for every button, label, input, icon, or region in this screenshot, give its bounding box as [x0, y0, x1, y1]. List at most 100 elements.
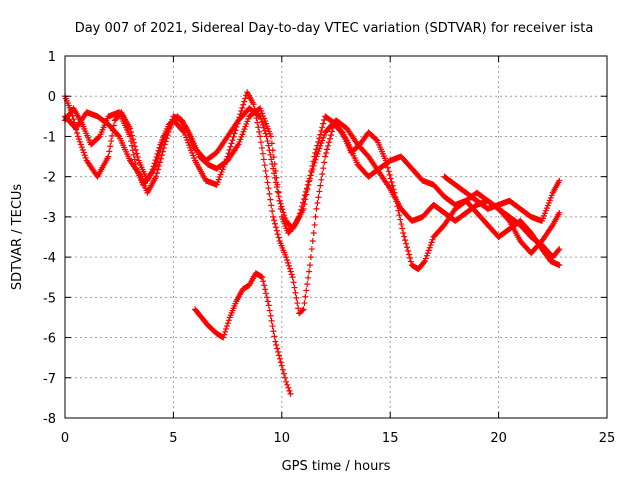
data-point [128, 142, 135, 149]
data-point [131, 156, 138, 163]
data-point [320, 120, 327, 127]
data-point [151, 160, 158, 167]
data-point [156, 144, 163, 151]
data-point [269, 161, 276, 168]
data-point [300, 306, 307, 313]
data-point [310, 229, 317, 236]
data-point [283, 254, 290, 261]
data-point [400, 229, 407, 236]
data-point [383, 161, 390, 168]
data-point [127, 133, 134, 140]
data-point [277, 359, 284, 366]
data-point [556, 177, 563, 184]
data-point [405, 251, 412, 258]
data-point [130, 151, 137, 158]
data-point [71, 119, 78, 126]
data-point [318, 140, 325, 147]
data-point [384, 164, 391, 171]
series-track-5 [441, 173, 563, 224]
data-point [396, 212, 403, 219]
x-tick-label: 5 [169, 431, 177, 446]
data-point [261, 282, 268, 289]
data-point [276, 197, 283, 204]
data-point [311, 159, 318, 166]
data-point [282, 215, 289, 222]
data-point [149, 166, 156, 173]
series-track-4 [192, 270, 294, 397]
y-tick-label: -8 [43, 412, 56, 427]
data-point [306, 268, 313, 275]
data-point [424, 250, 431, 257]
series-track-1 [62, 105, 563, 261]
data-point [182, 124, 189, 131]
data-point [308, 246, 315, 253]
x-axis-label: GPS time / hours [282, 459, 391, 474]
data-point [274, 188, 281, 195]
data-point [257, 113, 264, 120]
data-point [299, 203, 306, 210]
data-point [275, 348, 282, 355]
data-point [427, 242, 434, 249]
data-point [294, 300, 301, 307]
data-point [272, 338, 279, 345]
data-point [319, 124, 326, 131]
data-point [426, 244, 433, 251]
data-point [274, 231, 281, 238]
y-tick-label: 0 [48, 90, 56, 105]
data-point [316, 188, 323, 195]
data-point [287, 268, 294, 275]
data-point [260, 278, 267, 285]
data-point [269, 208, 276, 215]
data-point [259, 274, 266, 281]
x-tick-label: 15 [382, 431, 399, 446]
data-point [271, 333, 278, 340]
grid [65, 56, 607, 418]
data-point [227, 143, 234, 150]
data-point [131, 143, 138, 150]
data-point [301, 300, 308, 307]
data-point [258, 144, 265, 151]
data-point [256, 112, 263, 119]
data-point [280, 370, 287, 377]
data-point [300, 196, 307, 203]
data-point [224, 320, 231, 327]
data-point [326, 139, 333, 146]
data-point [273, 342, 280, 349]
data-point [281, 212, 288, 219]
data-point [338, 128, 345, 135]
data-point [250, 101, 257, 108]
data-point [286, 265, 293, 272]
data-point [313, 205, 320, 212]
data-point [309, 238, 316, 245]
data-point [259, 121, 266, 128]
data-point [314, 150, 321, 157]
data-point [320, 165, 327, 172]
data-point [80, 149, 87, 156]
data-point [76, 138, 83, 145]
data-point [148, 169, 155, 176]
data-point [261, 162, 268, 169]
data-point [312, 156, 319, 163]
data-point [107, 143, 114, 150]
data-point [315, 138, 322, 145]
data-point [75, 133, 82, 140]
data-point [301, 192, 308, 199]
data-point [308, 169, 315, 176]
data-point [272, 224, 279, 231]
data-point [279, 366, 286, 373]
data-point [269, 323, 276, 330]
data-point [263, 294, 270, 301]
data-point [290, 279, 297, 286]
data-point [127, 138, 134, 145]
data-point [95, 134, 102, 141]
data-point [271, 217, 278, 224]
data-point [324, 146, 331, 153]
data-point [309, 166, 316, 173]
data-point [271, 170, 278, 177]
data-series [62, 89, 563, 397]
data-point [287, 390, 294, 397]
series-track-2 [62, 89, 563, 317]
data-point [153, 173, 160, 180]
data-point [312, 213, 319, 220]
data-point [318, 176, 325, 183]
